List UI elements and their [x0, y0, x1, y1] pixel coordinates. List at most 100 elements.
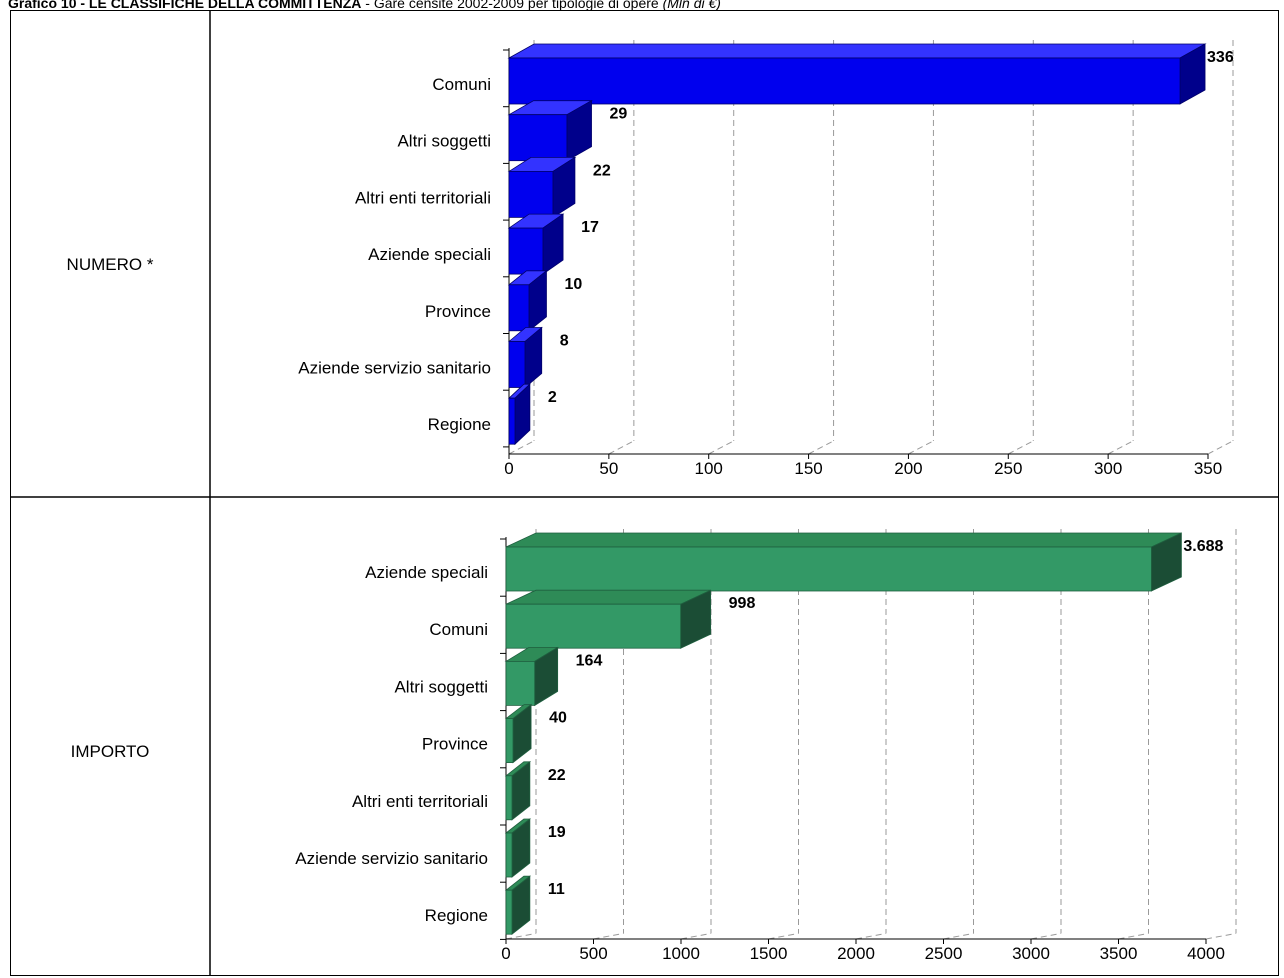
numero-bar-top — [507, 43, 1207, 59]
importo-floor-gridline — [505, 932, 537, 940]
numero-bar — [507, 269, 548, 332]
row-label-numero: NUMERO * — [66, 255, 154, 274]
importo-value-label: 998 — [729, 595, 756, 612]
numero-x-tick-label: 350 — [1194, 459, 1222, 478]
table-frame — [10, 10, 1279, 976]
numero-category-label: Comuni — [432, 75, 491, 94]
importo-chart: 0 500 1000 1500 2000 2500 3000 3500 4000 Aziende … — [295, 529, 1237, 963]
importo-value-label: 40 — [549, 710, 567, 727]
numero-category-label: Aziende servizio sanitario — [298, 359, 491, 378]
numero-floor-gridline — [608, 440, 635, 455]
numero-category-label: Altri enti territoriali — [355, 188, 491, 207]
importo-bar-face — [505, 775, 513, 821]
caption-subtitle: - Gare censite 2002-2009 per tipologie d… — [361, 0, 659, 11]
importo-floor-gridline — [943, 932, 974, 940]
importo-bar-face — [505, 718, 514, 763]
numero-x-tick-label: 50 — [599, 459, 618, 478]
importo-floor-gridline — [855, 932, 887, 940]
importo-category-label: Aziende speciali — [365, 563, 488, 582]
importo-x-tick-label: 3000 — [1012, 944, 1050, 963]
importo-value-label: 22 — [548, 767, 566, 784]
importo-floor-gridline — [1205, 932, 1237, 940]
importo-category-label: Altri soggetti — [394, 677, 488, 696]
importo-category-label: Province — [422, 735, 488, 754]
numero-chart: 0 50 100 150 200 250 300 350 Comuni 336 Altri sogg… — [298, 40, 1234, 478]
importo-floor-gridline — [768, 932, 799, 940]
importo-x-tick-label: 2000 — [837, 944, 875, 963]
importo-x-tick-label: 1500 — [750, 944, 788, 963]
importo-bar-top — [505, 589, 711, 605]
chart-caption: Grafico 10 - LE CLASSIFICHE DELLA COMMIT… — [8, 0, 1278, 11]
numero-floor-gridline — [908, 440, 934, 455]
importo-bar — [504, 703, 533, 764]
importo-bar-face — [505, 546, 1152, 592]
numero-value-label: 8 — [560, 333, 569, 350]
importo-x-tick-label: 4000 — [1187, 944, 1225, 963]
importo-category-label: Aziende servizio sanitario — [295, 849, 488, 868]
numero-x-tick-label: 250 — [994, 459, 1022, 478]
numero-bar-face — [508, 341, 526, 388]
importo-floor-gridline — [1030, 932, 1062, 940]
numero-value-label: 22 — [593, 162, 611, 179]
importo-bar — [504, 646, 560, 707]
importo-value-label: 19 — [548, 824, 566, 841]
numero-x-tick-label: 150 — [794, 459, 822, 478]
numero-floor-gridline — [1008, 440, 1034, 455]
numero-category-label: Regione — [428, 415, 491, 434]
numero-floor-gridline — [708, 440, 734, 455]
importo-value-label: 3.688 — [1183, 538, 1223, 555]
numero-bar — [507, 383, 531, 446]
numero-bar — [507, 326, 543, 389]
importo-floor-gridline — [1118, 932, 1149, 940]
importo-floor-gridline — [680, 932, 712, 940]
numero-floor-gridline — [1207, 440, 1234, 455]
importo-bar — [505, 532, 1182, 592]
numero-bar-face — [508, 397, 516, 445]
importo-value-label: 164 — [576, 652, 603, 669]
importo-bar — [504, 760, 532, 821]
importo-x-tick-label: 2500 — [925, 944, 963, 963]
importo-bar-face — [505, 661, 536, 706]
importo-x-tick-label: 500 — [579, 944, 607, 963]
numero-floor-gridline — [1107, 440, 1134, 455]
numero-category-label: Province — [425, 302, 491, 321]
numero-bar-face — [508, 57, 1181, 105]
numero-floor-gridline — [808, 440, 834, 455]
importo-x-tick-label: 0 — [501, 944, 510, 963]
row-label-importo: IMPORTO — [70, 742, 150, 761]
numero-value-label: 17 — [581, 219, 599, 236]
numero-x-tick-label: 100 — [695, 459, 723, 478]
numero-bar — [507, 100, 594, 162]
importo-floor-gridline — [593, 932, 624, 940]
importo-bar — [504, 875, 532, 936]
numero-x-tick-label: 0 — [504, 459, 513, 478]
importo-bar-face — [505, 832, 513, 878]
importo-x-tick-label: 1000 — [662, 944, 700, 963]
importo-bar-top — [505, 532, 1182, 548]
caption-unit: (Mln di €) — [662, 0, 721, 11]
numero-value-label: 29 — [610, 106, 628, 123]
numero-bar-face — [508, 227, 544, 275]
numero-floor-gridline — [508, 440, 535, 455]
numero-value-label: 2 — [548, 389, 557, 406]
numero-category-label: Altri soggetti — [397, 132, 491, 151]
numero-bar — [507, 213, 565, 275]
importo-bar — [505, 589, 712, 649]
numero-category-label: Aziende speciali — [368, 245, 491, 264]
importo-category-label: Comuni — [429, 620, 488, 639]
numero-bar-face — [508, 284, 530, 332]
importo-category-label: Regione — [425, 906, 488, 925]
numero-bar — [507, 43, 1207, 105]
numero-bar-face — [508, 114, 568, 162]
importo-category-label: Altri enti territoriali — [352, 792, 488, 811]
importo-bar-face — [505, 603, 682, 649]
importo-bar — [504, 818, 532, 878]
numero-x-tick-label: 200 — [894, 459, 922, 478]
numero-bar — [507, 156, 577, 219]
importo-value-label: 11 — [548, 881, 565, 898]
numero-bar-face — [508, 170, 554, 218]
numero-x-tick-label: 300 — [1094, 459, 1122, 478]
caption-title: Grafico 10 - LE CLASSIFICHE DELLA COMMIT… — [8, 0, 362, 11]
importo-bar-face — [505, 889, 513, 935]
numero-value-label: 10 — [564, 276, 582, 293]
